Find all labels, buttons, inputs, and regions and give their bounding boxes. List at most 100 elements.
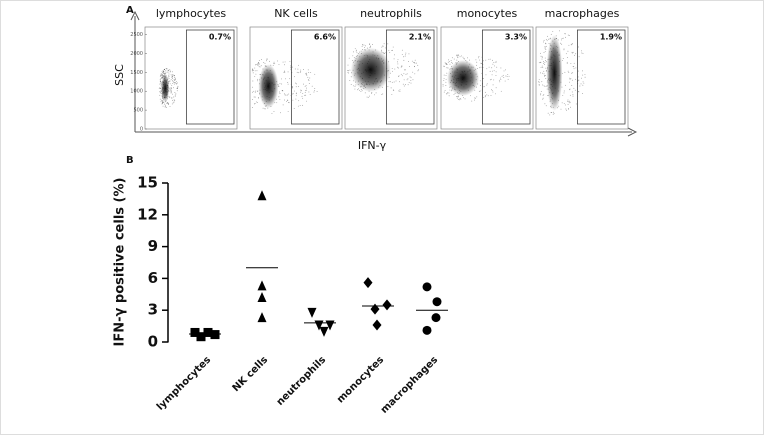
event-dot xyxy=(563,103,565,105)
event-dot xyxy=(575,67,577,69)
event-dot xyxy=(546,40,548,42)
event-dot xyxy=(159,87,161,89)
event-dot xyxy=(161,100,163,102)
event-dot xyxy=(355,50,357,52)
event-dot xyxy=(548,38,550,40)
event-dot xyxy=(575,103,577,105)
event-dot xyxy=(562,94,564,96)
event-dot xyxy=(417,64,419,66)
event-dot xyxy=(485,95,486,97)
event-dot xyxy=(369,95,370,97)
event-dot xyxy=(488,58,490,60)
event-dot xyxy=(489,58,491,60)
event-dot xyxy=(406,79,408,81)
event-dot xyxy=(172,76,173,78)
event-dot xyxy=(374,94,376,96)
event-dot xyxy=(257,80,258,82)
panel-label: A xyxy=(126,5,134,16)
event-dot xyxy=(540,91,542,92)
point xyxy=(210,330,220,340)
event-dot xyxy=(570,106,571,108)
event-dot xyxy=(291,86,293,88)
event-dot xyxy=(304,85,306,87)
event-dot xyxy=(387,86,389,87)
point xyxy=(203,327,213,337)
event-dot xyxy=(371,93,373,94)
event-dot xyxy=(578,90,579,92)
event-dot xyxy=(162,100,164,102)
event-dot xyxy=(171,84,173,86)
event-dot xyxy=(260,65,262,67)
event-dot xyxy=(550,33,552,35)
event-dot xyxy=(544,46,546,48)
event-dot xyxy=(280,112,281,114)
event-dot xyxy=(169,87,171,89)
event-dot xyxy=(545,39,547,41)
event-dot xyxy=(406,73,408,75)
event-dot xyxy=(451,57,453,59)
event-dot xyxy=(489,70,491,72)
event-dot xyxy=(159,78,161,80)
event-dot xyxy=(175,83,177,85)
point xyxy=(257,280,267,291)
event-dot xyxy=(448,92,450,94)
event-dot xyxy=(170,70,172,72)
density xyxy=(546,34,563,111)
event-dot xyxy=(166,70,168,72)
event-dot xyxy=(543,85,545,87)
event-dot xyxy=(573,66,575,68)
event-dot xyxy=(504,80,506,82)
event-dot xyxy=(569,101,571,103)
event-dot xyxy=(164,106,166,108)
panel-title: monocytes xyxy=(457,7,518,20)
event-dot xyxy=(569,77,571,79)
point xyxy=(432,297,442,307)
event-dot xyxy=(300,71,302,72)
event-dot xyxy=(176,87,178,89)
event-dot xyxy=(398,90,400,92)
event-dot xyxy=(398,81,400,83)
event-dot xyxy=(457,95,459,97)
arrow-head xyxy=(130,10,140,21)
point xyxy=(422,282,432,292)
event-dot xyxy=(404,84,406,86)
event-dot xyxy=(399,89,401,91)
event-dot xyxy=(164,73,166,75)
event-dot xyxy=(306,74,308,76)
x-tick-label: macrophages xyxy=(379,354,440,415)
event-dot xyxy=(542,97,544,99)
point xyxy=(314,320,324,331)
event-dot xyxy=(542,67,544,68)
event-dot xyxy=(294,76,295,78)
event-dot xyxy=(443,74,445,76)
event-dot xyxy=(577,79,579,81)
event-dot xyxy=(409,76,411,78)
event-dot xyxy=(258,60,260,61)
event-dot xyxy=(545,67,547,69)
event-dot xyxy=(479,85,481,87)
event-dot xyxy=(507,73,509,75)
event-dot xyxy=(408,81,410,83)
event-dot xyxy=(269,60,270,62)
event-dot xyxy=(544,50,546,52)
event-dot xyxy=(545,49,547,50)
event-dot xyxy=(414,65,415,67)
event-dot xyxy=(479,67,481,69)
y-tick-label: 6 xyxy=(148,269,158,287)
event-dot xyxy=(541,58,543,60)
event-dot xyxy=(174,76,176,78)
event-dot xyxy=(479,90,481,92)
event-dot xyxy=(160,88,162,89)
event-dot xyxy=(292,87,293,89)
event-dot xyxy=(391,93,393,95)
event-dot xyxy=(471,100,473,102)
event-dot xyxy=(552,113,554,115)
event-dot xyxy=(486,68,488,70)
event-dot xyxy=(559,30,560,32)
event-dot xyxy=(542,98,544,100)
event-dot xyxy=(495,62,497,64)
event-dot xyxy=(381,93,383,95)
event-dot xyxy=(173,78,175,80)
event-dot xyxy=(401,49,403,51)
event-dot xyxy=(300,89,302,91)
